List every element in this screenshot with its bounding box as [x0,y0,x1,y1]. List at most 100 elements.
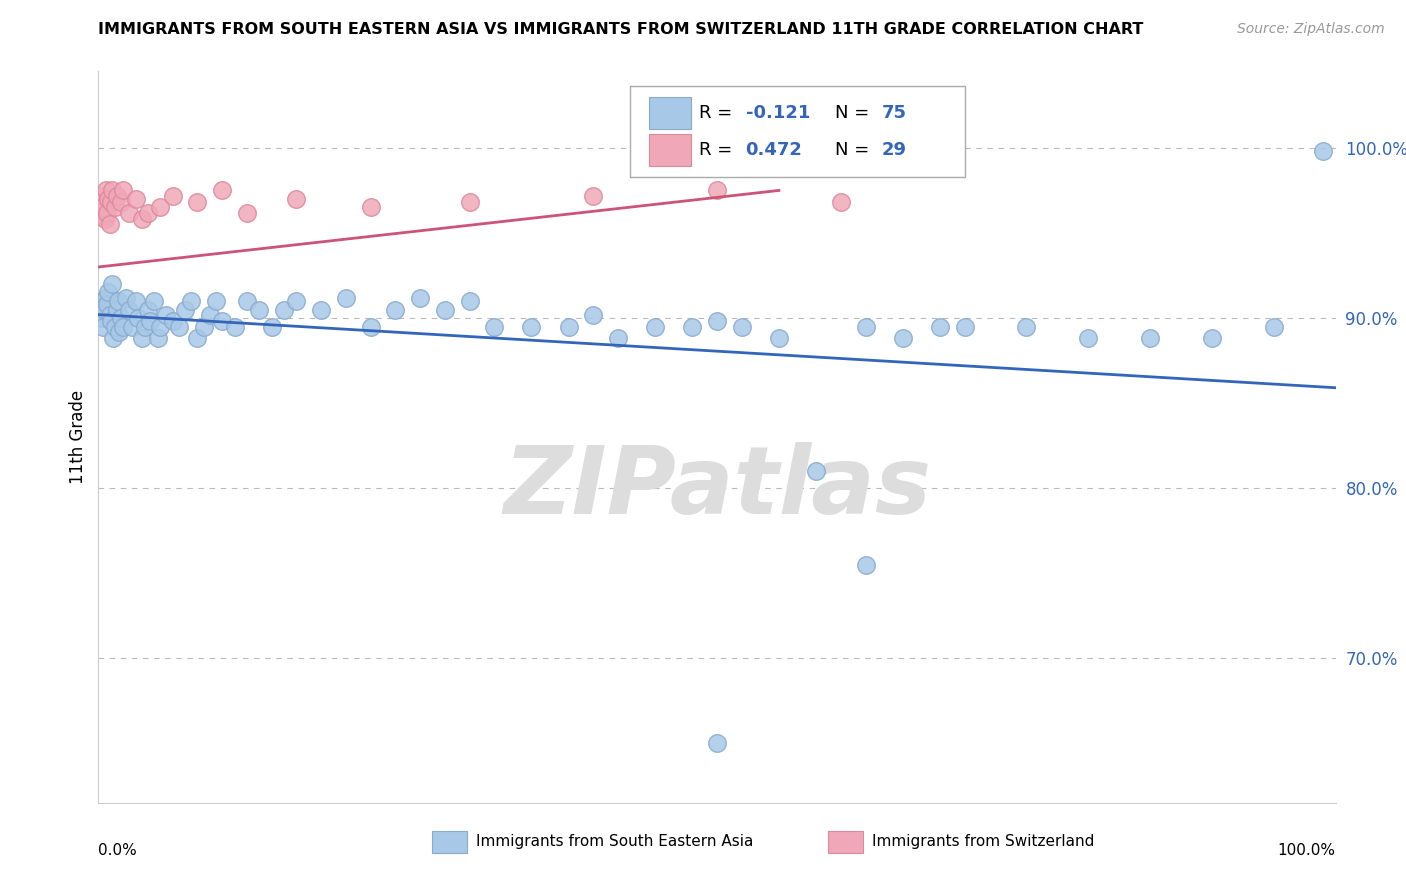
Point [557,319,579,334]
Bar [433,830,467,853]
Point [93,212,115,227]
Point [103,331,125,345]
Point [706,736,728,750]
Point [127,311,149,326]
Point [1077,331,1099,345]
Point [211,314,233,328]
Point [335,291,357,305]
Point [928,319,950,334]
Point [101,183,124,197]
Point [93,201,115,215]
Point [180,293,202,308]
Point [90,209,112,223]
Point [285,192,308,206]
Point [124,192,146,206]
Point [93,319,115,334]
Point [112,319,135,334]
Point [607,331,630,345]
Point [260,319,283,334]
Point [1201,331,1223,345]
Bar [828,830,863,853]
Point [121,319,143,334]
Point [768,331,790,345]
Point [94,291,117,305]
Point [107,293,129,308]
Point [96,205,118,219]
Point [1312,145,1334,159]
Point [360,201,382,215]
Point [155,308,177,322]
Point [855,319,877,334]
Point [706,183,728,197]
FancyBboxPatch shape [650,97,692,129]
Point [247,302,270,317]
Point [953,319,976,334]
Point [118,302,141,317]
Point [114,291,136,305]
Point [94,183,117,197]
Point [224,319,246,334]
Point [90,293,112,308]
Point [100,314,122,328]
Point [103,201,125,215]
Point [93,302,115,317]
Point [98,218,121,232]
Point [484,319,506,334]
Text: 100.0%: 100.0% [1278,843,1336,858]
Point [131,212,153,227]
Text: IMMIGRANTS FROM SOUTH EASTERN ASIA VS IMMIGRANTS FROM SWITZERLAND 11TH GRADE COR: IMMIGRANTS FROM SOUTH EASTERN ASIA VS IM… [98,22,1144,37]
Point [681,319,703,334]
Point [706,314,728,328]
Text: -0.121: -0.121 [745,104,810,122]
Point [103,319,125,334]
Text: Immigrants from South Eastern Asia: Immigrants from South Eastern Asia [475,834,754,849]
Point [174,302,197,317]
Point [98,308,121,322]
Text: 0.0%: 0.0% [98,843,138,858]
Point [360,319,382,334]
Text: R =: R = [699,141,738,159]
Point [1139,331,1161,345]
Point [211,183,233,197]
Point [97,285,120,300]
Text: R =: R = [699,104,738,122]
Point [644,319,666,334]
Point [110,195,132,210]
Point [105,188,128,202]
Point [96,297,118,311]
Point [891,331,914,345]
Point [409,291,432,305]
Point [236,293,259,308]
Point [273,302,295,317]
Point [309,302,332,317]
Point [1015,319,1038,334]
Point [582,308,605,322]
Point [136,302,159,317]
Point [1263,319,1285,334]
Point [139,314,162,328]
Point [108,325,131,339]
Point [193,319,215,334]
Text: Immigrants from Switzerland: Immigrants from Switzerland [872,834,1094,849]
Point [134,319,156,334]
Point [91,311,114,326]
Point [198,308,221,322]
Point [458,195,481,210]
Point [97,192,120,206]
Point [136,205,159,219]
Point [731,319,754,334]
Point [100,195,122,210]
Point [285,293,308,308]
FancyBboxPatch shape [650,134,692,166]
Text: N =: N = [835,104,875,122]
Point [149,319,172,334]
Point [520,319,543,334]
Point [804,464,827,478]
Point [830,195,852,210]
Point [105,302,128,317]
Point [149,201,172,215]
Point [433,302,456,317]
Point [143,293,166,308]
Point [118,205,141,219]
Text: 29: 29 [882,141,907,159]
